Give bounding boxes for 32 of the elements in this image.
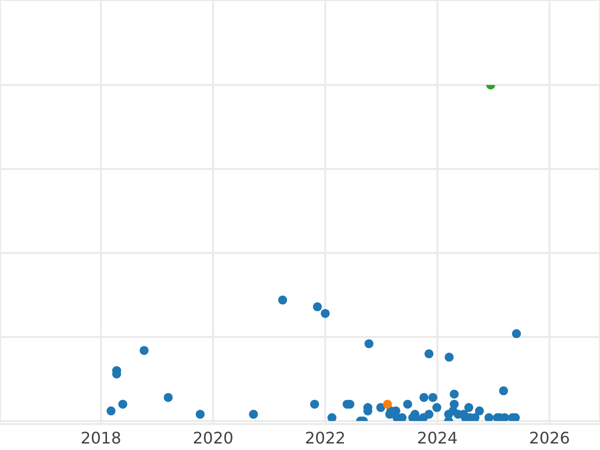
point — [484, 413, 494, 421]
x-tick-label: 2018 — [80, 428, 122, 448]
point — [403, 400, 412, 409]
point — [424, 349, 434, 358]
point — [327, 413, 336, 421]
point — [106, 406, 116, 416]
point — [364, 339, 374, 348]
point — [499, 386, 508, 396]
point — [140, 346, 149, 355]
point — [432, 403, 442, 412]
point — [424, 410, 434, 419]
point — [428, 392, 438, 402]
point — [464, 403, 474, 412]
point — [419, 392, 428, 402]
point — [450, 390, 459, 399]
point — [196, 410, 205, 419]
point — [376, 403, 386, 412]
point — [474, 406, 484, 416]
point — [444, 352, 454, 362]
x-tick-label: 2022 — [304, 428, 346, 448]
point — [310, 400, 320, 409]
point — [248, 410, 258, 419]
x-tick-label: 2024 — [417, 428, 458, 448]
point — [278, 296, 288, 305]
point — [512, 329, 521, 338]
point — [320, 308, 330, 318]
x-tick-label: 2026 — [529, 428, 570, 448]
point — [164, 392, 173, 402]
point — [382, 400, 392, 409]
point — [312, 302, 322, 312]
x-tick-label: 2020 — [192, 428, 234, 448]
point — [118, 400, 128, 409]
